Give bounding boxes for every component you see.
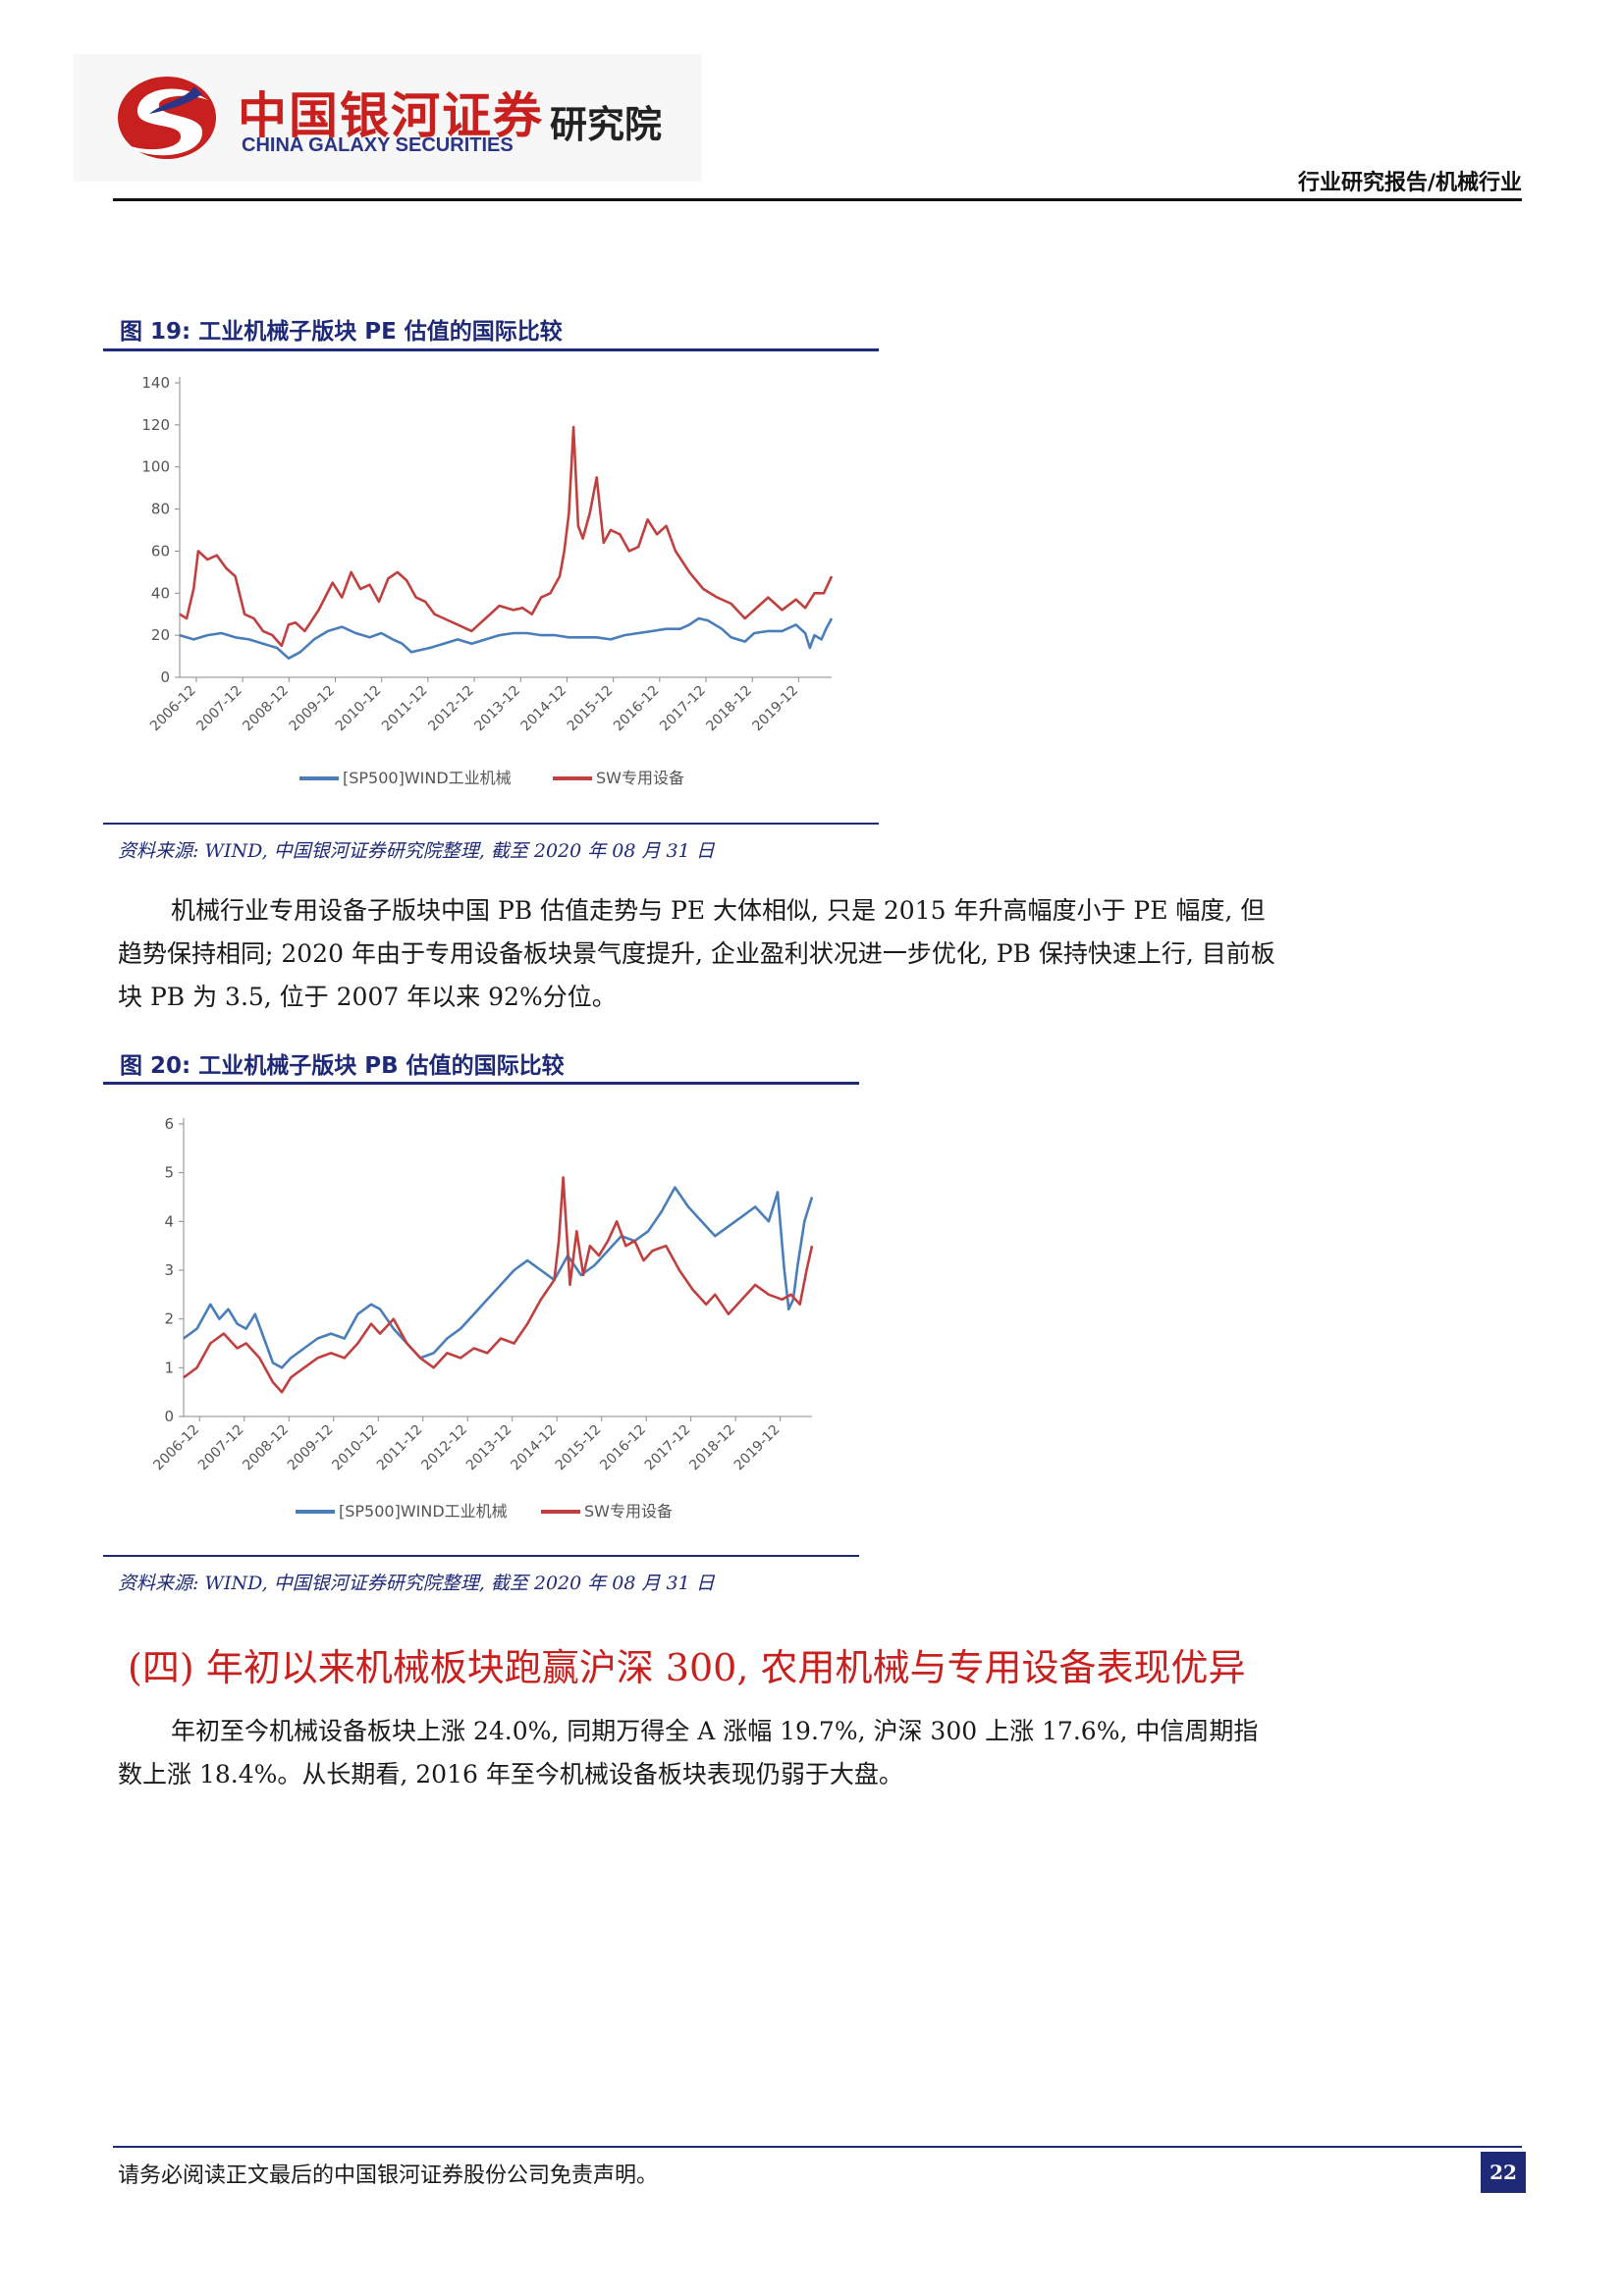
series-line-2 bbox=[179, 425, 834, 648]
x-tick-label: 2019-12 bbox=[731, 1422, 784, 1474]
series-line-1 bbox=[179, 616, 834, 661]
y-tick-label: 5 bbox=[164, 1164, 174, 1182]
body-paragraph-2: 年初至今机械设备板块上涨 24.0%, 同期万得全 A 涨幅 19.7%, 沪深… bbox=[118, 1717, 1259, 1789]
x-tick-label: 2010-12 bbox=[333, 683, 385, 735]
x-tick-label: 2017-12 bbox=[642, 1422, 694, 1474]
figure-19-source: 资料来源: WIND, 中国银河证券研究院整理, 截至 2020 年 08 月 … bbox=[118, 840, 715, 862]
brand-department: 研究院 bbox=[550, 103, 663, 146]
x-tick-label: 2015-12 bbox=[565, 683, 617, 735]
legend-label-1: [SP500]WIND工业机械 bbox=[339, 1502, 508, 1521]
figure-19-top-rule bbox=[103, 348, 879, 351]
figure-20-source: 资料来源: WIND, 中国银河证券研究院整理, 截至 2020 年 08 月 … bbox=[118, 1573, 715, 1594]
page-number: 22 bbox=[1481, 2152, 1526, 2193]
x-tick-label: 2018-12 bbox=[703, 683, 755, 735]
x-tick-label: 2011-12 bbox=[379, 683, 431, 735]
x-tick-label: 2016-12 bbox=[597, 1422, 649, 1474]
y-tick-label: 20 bbox=[151, 626, 170, 644]
figure-20-top-rule bbox=[103, 1082, 859, 1085]
y-tick-label: 3 bbox=[164, 1261, 174, 1279]
x-tick-label: 2009-12 bbox=[285, 1422, 337, 1474]
brand-name-en: CHINA GALAXY SECURITIES bbox=[242, 134, 514, 156]
section-heading: (四) 年初以来机械板块跑赢沪深 300, 农用机械与专用设备表现优异 bbox=[128, 1646, 1246, 1689]
x-tick-label: 2008-12 bbox=[240, 1422, 292, 1474]
y-tick-label: 6 bbox=[164, 1115, 174, 1133]
footer-divider bbox=[113, 2146, 1522, 2148]
footer-disclaimer: 请务必阅读正文最后的中国银河证券股份公司免责声明。 bbox=[118, 2163, 659, 2188]
legend-label-2: SW专用设备 bbox=[584, 1502, 673, 1521]
y-tick-label: 2 bbox=[164, 1310, 174, 1328]
legend-label-2: SW专用设备 bbox=[596, 769, 684, 787]
y-tick-label: 4 bbox=[164, 1212, 174, 1230]
x-tick-label: 2018-12 bbox=[686, 1422, 738, 1474]
x-tick-label: 2013-12 bbox=[471, 683, 523, 735]
header-divider bbox=[113, 198, 1522, 201]
y-tick-label: 100 bbox=[141, 458, 170, 476]
y-tick-label: 1 bbox=[164, 1359, 174, 1376]
figure-19-title: 图 19: 工业机械子版块 PE 估值的国际比较 bbox=[120, 319, 563, 345]
series-line-1 bbox=[183, 1186, 814, 1369]
y-tick-label: 40 bbox=[151, 584, 170, 602]
x-tick-label: 2007-12 bbox=[195, 1422, 247, 1474]
x-tick-label: 2012-12 bbox=[425, 683, 477, 735]
x-tick-label: 2007-12 bbox=[193, 683, 245, 735]
figure-20-title: 图 20: 工业机械子版块 PB 估值的国际比较 bbox=[120, 1053, 565, 1079]
figure-20-bottom-rule bbox=[103, 1555, 859, 1557]
brand-name-cn: 中国银河证券 bbox=[238, 87, 544, 144]
x-tick-label: 2011-12 bbox=[374, 1422, 426, 1474]
y-tick-label: 0 bbox=[164, 1408, 174, 1425]
x-tick-label: 2017-12 bbox=[657, 683, 709, 735]
x-tick-label: 2015-12 bbox=[553, 1422, 605, 1474]
figure-19-chart: 0204060801001201402006-122007-122008-122… bbox=[141, 374, 834, 787]
y-tick-label: 80 bbox=[151, 501, 170, 518]
report-type: 行业研究报告/机械行业 bbox=[1297, 171, 1522, 195]
x-tick-label: 2010-12 bbox=[329, 1422, 381, 1474]
x-tick-label: 2016-12 bbox=[611, 683, 663, 735]
figure-20-chart: 0 1 2 3 4 5 6 2006-122007-122008-122009-122010-… bbox=[150, 1115, 814, 1521]
x-tick-label: 2006-12 bbox=[147, 683, 199, 735]
x-tick-label: 2009-12 bbox=[287, 683, 339, 735]
y-tick-label: 0 bbox=[160, 668, 170, 686]
y-tick-label: 60 bbox=[151, 542, 170, 560]
legend-label-1: [SP500]WIND工业机械 bbox=[343, 769, 512, 787]
galaxy-logo-icon bbox=[118, 77, 216, 159]
x-tick-label: 2008-12 bbox=[240, 683, 292, 735]
series-line-2 bbox=[183, 1176, 814, 1394]
body-paragraph-1: 机械行业专用设备子版块中国 PB 估值走势与 PE 大体相似, 只是 2015 … bbox=[118, 896, 1275, 1011]
x-tick-label: 2012-12 bbox=[418, 1422, 470, 1474]
x-tick-label: 2019-12 bbox=[750, 683, 802, 735]
x-tick-label: 2006-12 bbox=[150, 1422, 202, 1474]
figure-19-bottom-rule bbox=[103, 823, 879, 825]
x-tick-label: 2014-12 bbox=[508, 1422, 560, 1474]
y-tick-label: 140 bbox=[141, 374, 170, 392]
x-tick-label: 2014-12 bbox=[518, 683, 570, 735]
x-tick-label: 2013-12 bbox=[463, 1422, 515, 1474]
y-tick-label: 120 bbox=[141, 416, 170, 434]
